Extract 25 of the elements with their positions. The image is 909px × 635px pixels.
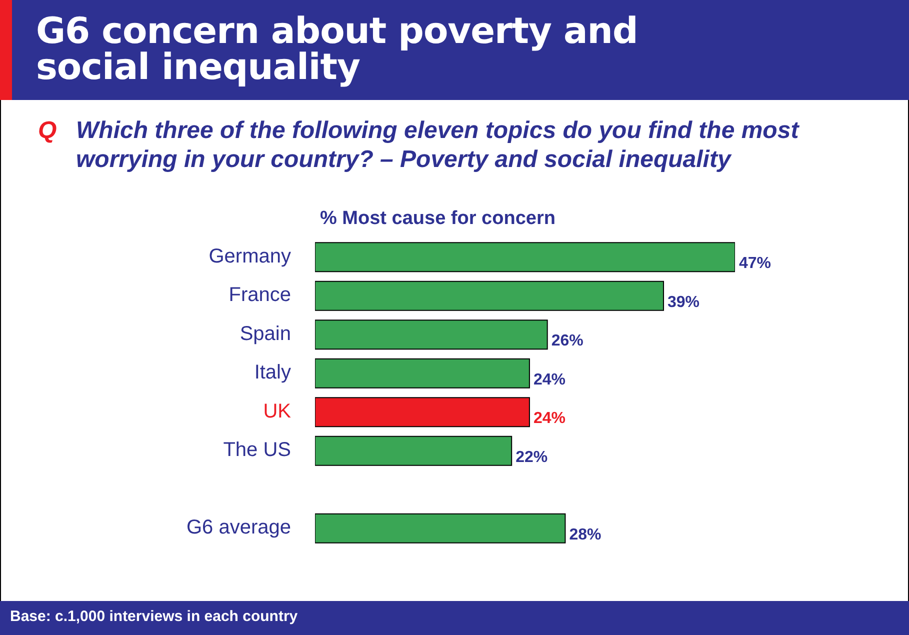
x-axis-title: % Most cause for concern	[320, 208, 556, 230]
bar	[315, 242, 735, 272]
data-label: 26%	[551, 332, 584, 350]
text: Base: c.1,000 interviews in each country	[10, 608, 298, 625]
data-label: 39%	[668, 294, 700, 311]
y-tick-label: The US	[223, 439, 291, 462]
bar	[315, 280, 664, 311]
chart-subtitle: Q Which three of the following eleven topics do you find the most worrying in your country? – Poverty and social inequality	[38, 116, 800, 174]
bar	[315, 320, 548, 350]
bar	[315, 436, 512, 466]
data-label: 24%	[533, 371, 566, 388]
bar	[315, 513, 566, 544]
data-label: 28%	[569, 526, 602, 544]
data-label: 24%	[533, 410, 566, 428]
y-tick-label: UK	[263, 400, 292, 422]
y-tick-label: Germany	[208, 245, 291, 268]
y-tick-label: Spain	[240, 322, 291, 345]
chart-title: G6 concern about poverty and social inequality	[36, 11, 639, 88]
data-label: 47%	[739, 255, 772, 272]
y-tick-label: France	[228, 284, 291, 306]
bar	[315, 358, 530, 388]
bar	[315, 397, 530, 428]
data-label: 22%	[516, 448, 548, 466]
y-tick-label: Italy	[254, 362, 291, 384]
y-tick-label: G6 average	[186, 516, 291, 539]
